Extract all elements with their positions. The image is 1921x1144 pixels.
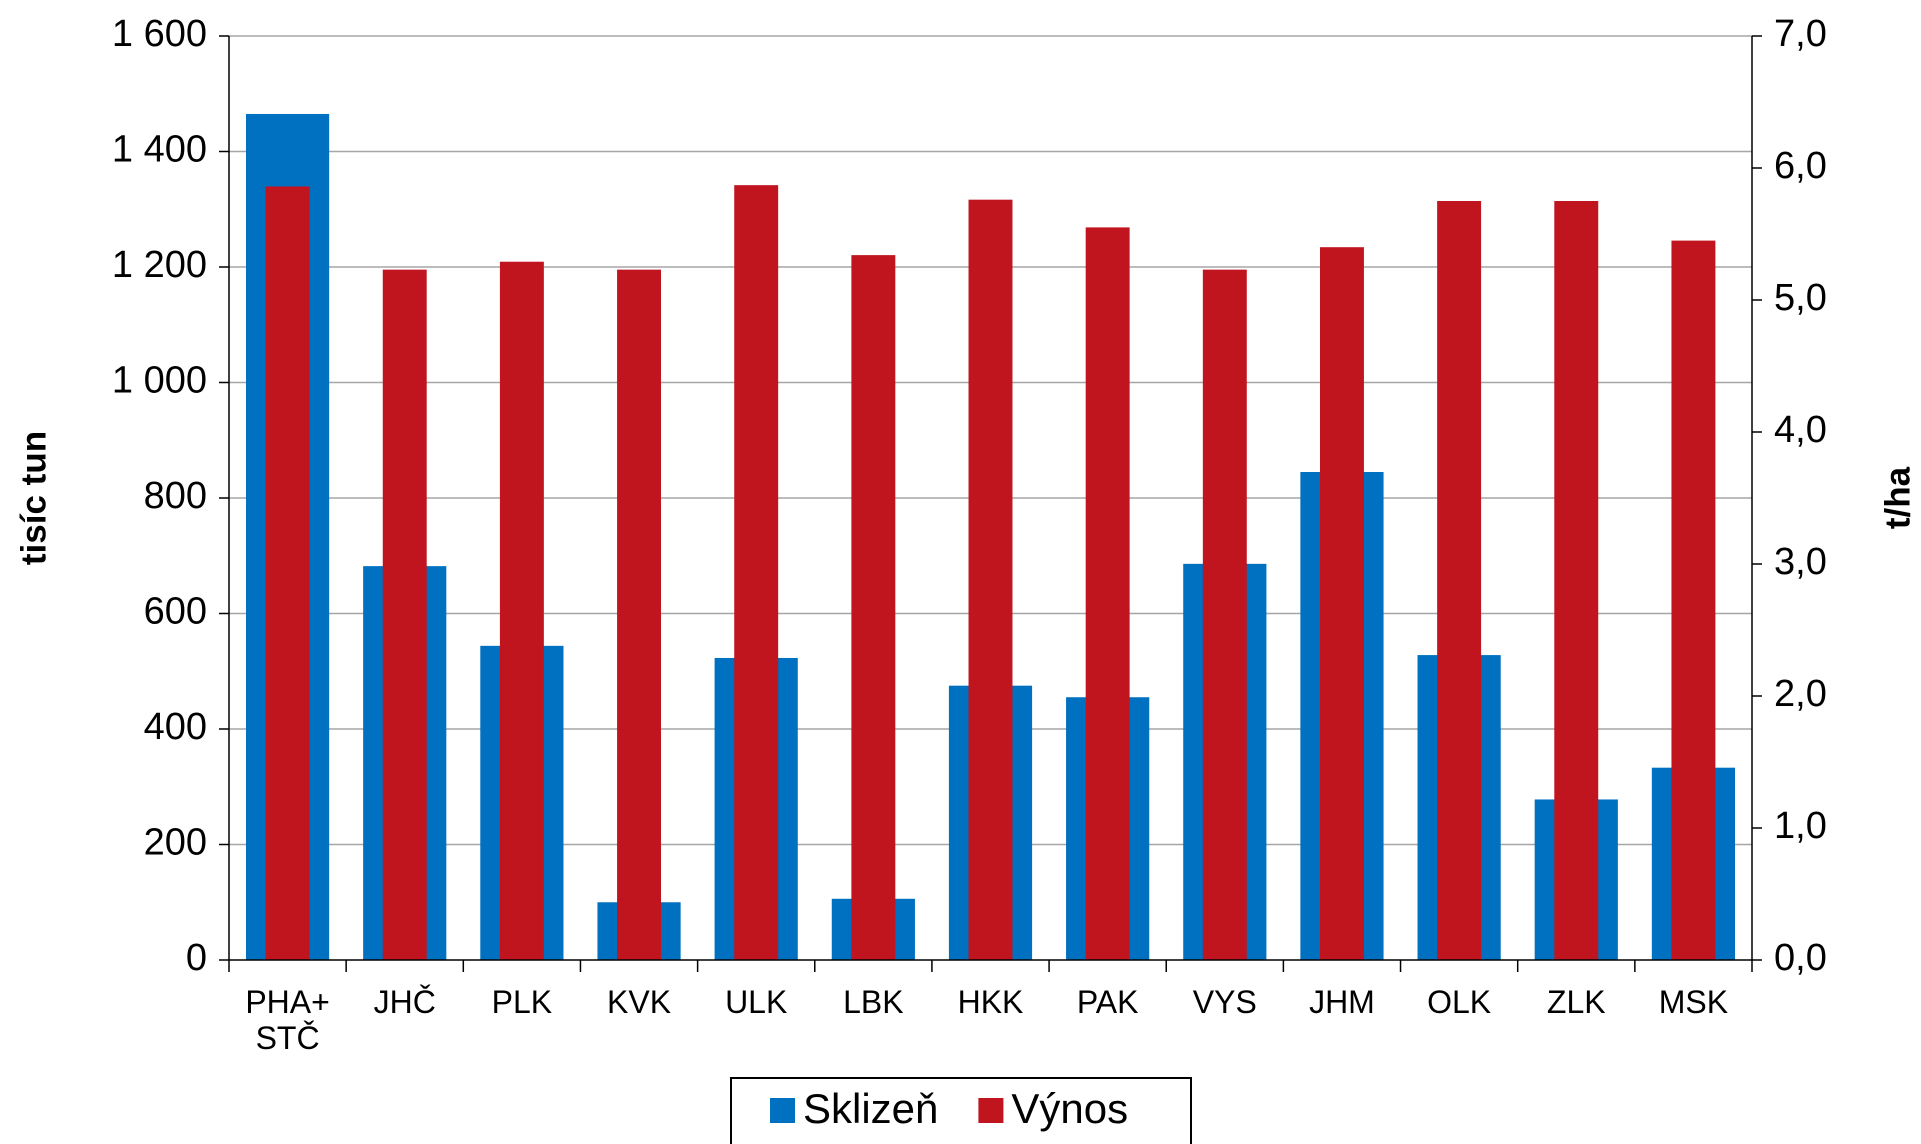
y2-tick-label: 7,0 bbox=[1774, 13, 1827, 55]
y2-tick-label: 4,0 bbox=[1774, 409, 1827, 451]
y-tick-label: 800 bbox=[144, 475, 207, 517]
y-axis-title: tisíc tun bbox=[14, 431, 53, 565]
x-tick-label: VYS bbox=[1192, 984, 1257, 1020]
y2-tick-label: 5,0 bbox=[1774, 277, 1827, 319]
bar bbox=[1554, 201, 1599, 960]
y-tick-label: 600 bbox=[144, 591, 207, 633]
bar bbox=[1319, 247, 1364, 960]
legend-box bbox=[730, 1077, 1192, 1144]
y-tick-label: 1 000 bbox=[112, 360, 207, 402]
y2-tick-label: 0,0 bbox=[1774, 937, 1827, 979]
bar bbox=[851, 255, 896, 960]
bar bbox=[1437, 201, 1482, 960]
x-tick-label: PAK bbox=[1076, 984, 1139, 1020]
bar bbox=[617, 269, 662, 960]
x-tick-label: MSK bbox=[1658, 984, 1729, 1020]
x-tick-label: PLK bbox=[491, 984, 553, 1020]
y-tick-label: 1 200 bbox=[112, 244, 207, 286]
legend-label: Výnos bbox=[1011, 1085, 1128, 1132]
bar bbox=[734, 185, 779, 960]
y2-tick-label: 6,0 bbox=[1774, 145, 1827, 187]
bar bbox=[1671, 240, 1716, 961]
y-tick-label: 200 bbox=[144, 822, 207, 864]
legend-label: Sklizeň bbox=[803, 1085, 938, 1132]
x-tick-label: JHČ bbox=[373, 984, 436, 1020]
legend-swatch bbox=[770, 1098, 795, 1123]
x-tick-label: PHA+ STČ bbox=[245, 984, 330, 1056]
bar bbox=[968, 199, 1013, 960]
bar bbox=[1202, 269, 1247, 960]
y2-tick-label: 1,0 bbox=[1774, 805, 1827, 847]
y-tick-label: 1 600 bbox=[112, 13, 207, 55]
x-tick-label: LBK bbox=[843, 984, 904, 1020]
x-tick-label: JHM bbox=[1309, 984, 1375, 1020]
x-tick-label: KVK bbox=[607, 984, 672, 1020]
bar bbox=[499, 261, 544, 961]
bar bbox=[1085, 227, 1130, 960]
x-tick-label: OLK bbox=[1427, 984, 1492, 1020]
y-tick-label: 0 bbox=[186, 937, 207, 979]
legend-swatch bbox=[978, 1098, 1004, 1123]
bar bbox=[265, 186, 310, 961]
y-tick-label: 1 400 bbox=[112, 129, 207, 171]
y2-tick-label: 2,0 bbox=[1774, 673, 1827, 715]
x-tick-label: ULK bbox=[725, 984, 788, 1020]
y2-tick-label: 3,0 bbox=[1774, 541, 1827, 583]
legend: Sklizeň Výnos bbox=[730, 1077, 1192, 1144]
x-tick-label: HKK bbox=[957, 984, 1024, 1020]
bar bbox=[382, 269, 427, 960]
y-tick-label: 400 bbox=[144, 706, 207, 748]
y2-axis-title: t/ha bbox=[1878, 466, 1917, 529]
x-tick-label: ZLK bbox=[1546, 984, 1606, 1020]
